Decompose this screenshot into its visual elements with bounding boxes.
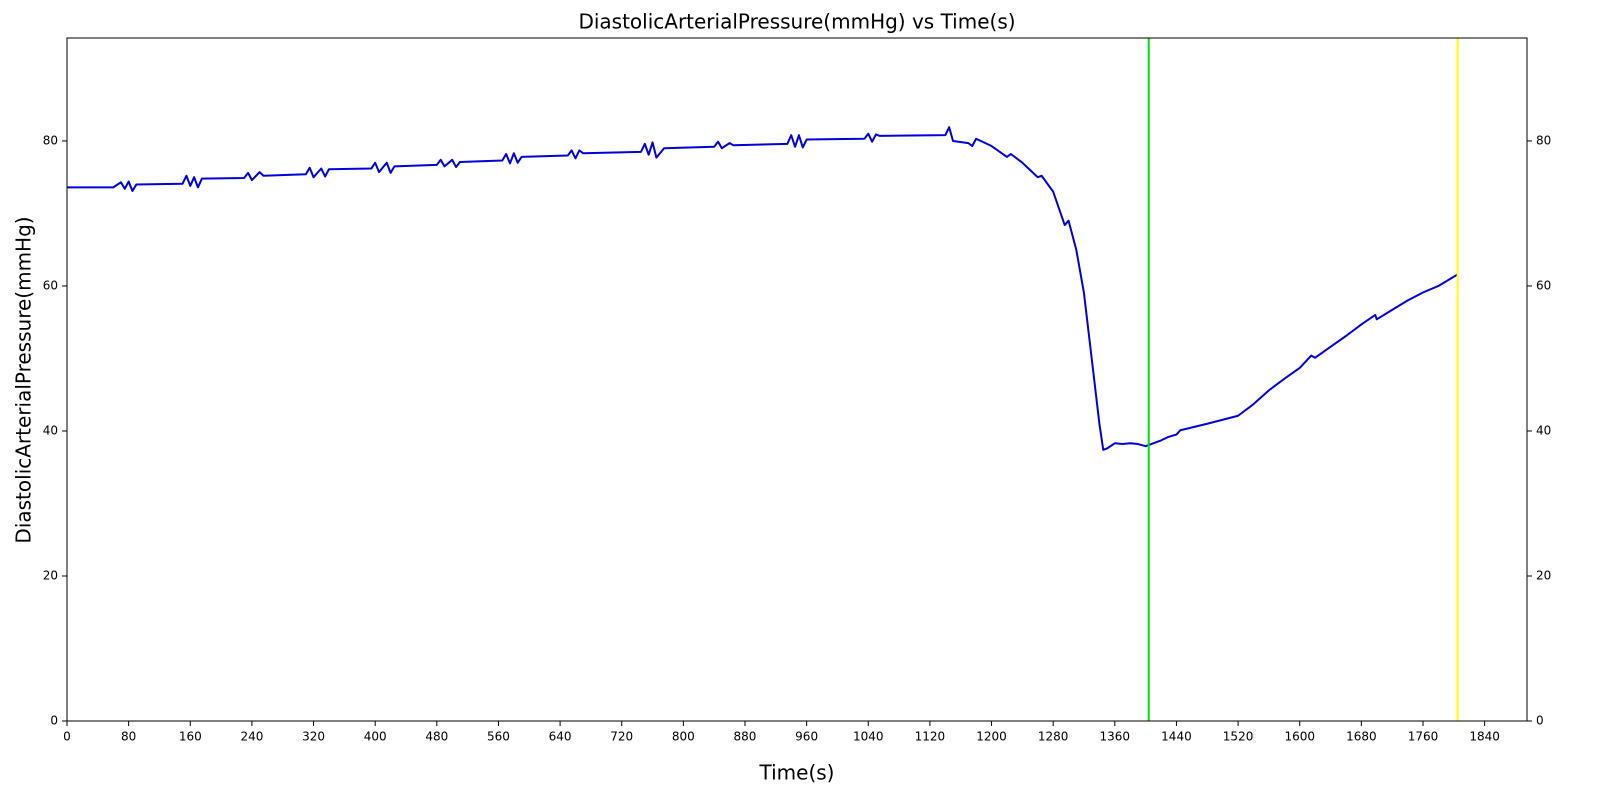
x-tick-label: 720	[610, 730, 633, 744]
x-tick-label: 480	[425, 730, 448, 744]
x-tick-label: 400	[364, 730, 387, 744]
x-tick-label: 1360	[1100, 730, 1131, 744]
data-line	[67, 126, 1459, 451]
x-tick-label: 800	[672, 730, 695, 744]
x-tick-label: 80	[121, 730, 136, 744]
x-tick-label: 1440	[1161, 730, 1192, 744]
x-tick-label: 880	[734, 730, 757, 744]
x-tick-label: 1040	[853, 730, 884, 744]
x-tick-label: 160	[179, 730, 202, 744]
x-tick-label: 1200	[976, 730, 1007, 744]
x-tick-label: 0	[63, 730, 71, 744]
x-tick-label: 240	[240, 730, 263, 744]
y-tick-label: 20	[43, 568, 58, 582]
x-tick-label: 960	[795, 730, 818, 744]
chart-title: DiastolicArterialPressure(mmHg) vs Time(…	[578, 10, 1015, 34]
y-tick-label: 0	[50, 714, 58, 728]
y-tick-label: 60	[43, 278, 58, 292]
y-tick-label-right: 40	[1536, 423, 1551, 437]
y-tick-label-right: 0	[1536, 714, 1544, 728]
x-tick-label: 640	[549, 730, 572, 744]
x-tick-label: 1840	[1469, 730, 1500, 744]
x-tick-label: 1600	[1284, 730, 1315, 744]
x-tick-label: 1680	[1346, 730, 1377, 744]
x-tick-label: 560	[487, 730, 510, 744]
y-tick-label: 40	[43, 423, 58, 437]
x-tick-label: 1520	[1223, 730, 1254, 744]
y-tick-label: 80	[43, 133, 58, 147]
y-axis-label: DiastolicArterialPressure(mmHg)	[12, 216, 36, 543]
y-tick-label-right: 60	[1536, 278, 1551, 292]
y-tick-label-right: 80	[1536, 133, 1551, 147]
x-tick-label: 1120	[915, 730, 946, 744]
x-tick-label: 1280	[1038, 730, 1069, 744]
x-tick-label: 1760	[1408, 730, 1439, 744]
plot-frame	[66, 37, 1528, 722]
x-axis-label: Time(s)	[759, 761, 835, 785]
y-tick-label-right: 20	[1536, 568, 1551, 582]
x-tick-label: 320	[302, 730, 325, 744]
